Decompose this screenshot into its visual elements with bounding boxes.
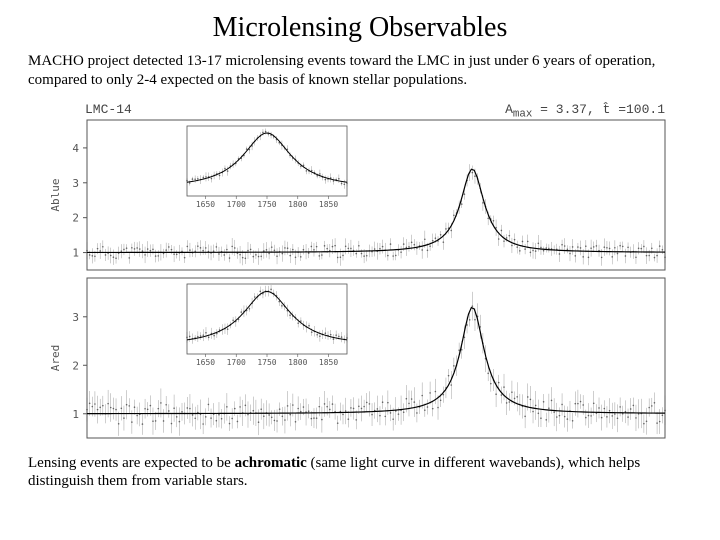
svg-text:1850: 1850	[319, 358, 338, 367]
svg-text:1: 1	[72, 246, 79, 259]
svg-text:1750: 1750	[257, 358, 276, 367]
svg-text:Ablue: Ablue	[49, 178, 62, 211]
svg-text:4: 4	[72, 141, 79, 154]
intro-paragraph: MACHO project detected 13-17 microlensin…	[28, 52, 692, 90]
page-title: Microlensing Observables	[28, 12, 692, 44]
svg-text:1650: 1650	[196, 358, 215, 367]
lightcurve-figure: LMC-14 Amax = 3.37, t̂ =100.1 1234Ablue1…	[45, 98, 675, 448]
amax-label: Amax = 3.37, t̂ =100.1	[505, 102, 665, 121]
svg-text:1700: 1700	[227, 200, 246, 209]
svg-text:1800: 1800	[288, 358, 307, 367]
svg-text:1650: 1650	[196, 200, 215, 209]
svg-text:2: 2	[72, 211, 79, 224]
svg-text:3: 3	[72, 176, 79, 189]
svg-text:1: 1	[72, 407, 79, 420]
svg-text:1750: 1750	[257, 200, 276, 209]
svg-text:1700: 1700	[227, 358, 246, 367]
svg-text:Ared: Ared	[49, 344, 62, 371]
svg-text:1800: 1800	[288, 200, 307, 209]
svg-text:1850: 1850	[319, 200, 338, 209]
conclusion-paragraph: Lensing events are expected to be achrom…	[28, 454, 692, 492]
svg-text:3: 3	[72, 310, 79, 323]
lmc-label: LMC-14	[85, 102, 132, 117]
svg-text:2: 2	[72, 359, 79, 372]
lightcurve-svg: 1 2 3 4 Ablue 1650 1700 1750 1800 1850 1 2 3 Ared 1650…	[45, 98, 675, 448]
